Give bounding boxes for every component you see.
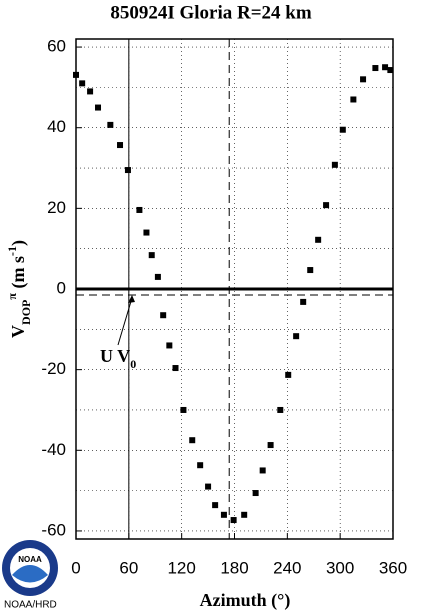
y-tick-label: 40 (47, 117, 66, 136)
data-point (205, 483, 212, 490)
y-tick-label: 60 (47, 37, 66, 56)
data-point (293, 333, 300, 340)
data-point (323, 202, 330, 209)
label-part: -1 (5, 246, 19, 256)
x-axis-label: Azimuth (°) (200, 590, 291, 611)
data-point (387, 67, 394, 74)
chart-title: 850924I Gloria R=24 km (110, 2, 312, 23)
data-point (350, 96, 357, 103)
logo-text: NOAA (18, 555, 42, 564)
label-part: π (5, 293, 19, 300)
footer: NOAA/HRD (4, 600, 57, 611)
data-point (300, 298, 307, 305)
data-point (148, 252, 155, 259)
data-point (267, 442, 274, 449)
data-point (307, 267, 314, 274)
label-part: (m s (8, 256, 29, 293)
x-tick-label: 120 (167, 558, 195, 577)
noaa-logo: NOAA (2, 540, 58, 596)
data-point (166, 342, 173, 349)
data-point (277, 406, 284, 413)
label-part: U V (100, 346, 130, 366)
label-part: DOP (19, 300, 33, 325)
data-point (252, 490, 259, 497)
label-part: ) (8, 240, 29, 246)
x-tick-label: 300 (326, 558, 354, 577)
label-part: V (8, 325, 28, 338)
data-point (160, 312, 167, 319)
x-tick-label: 360 (379, 558, 407, 577)
data-point (180, 406, 187, 413)
data-point (382, 64, 389, 71)
data-point (79, 80, 86, 87)
data-point (241, 511, 248, 518)
data-point (172, 365, 179, 372)
data-point (315, 236, 322, 243)
annotation: U V0 (100, 346, 136, 371)
x-tick-label: 240 (273, 558, 301, 577)
data-point (212, 502, 219, 509)
data-point (73, 71, 79, 78)
data-point (197, 462, 204, 469)
arrow-head (128, 295, 135, 303)
data-point (259, 467, 266, 474)
logo-wave (12, 565, 48, 583)
data-point (220, 511, 227, 518)
data-point (87, 88, 94, 95)
y-tick-label: -40 (41, 440, 66, 459)
data-point (136, 206, 143, 213)
x-tick-label: 180 (220, 558, 248, 577)
data-point (339, 126, 346, 133)
data-point (331, 161, 338, 168)
data-point (117, 142, 124, 149)
y-tick-label: -20 (41, 359, 66, 378)
y-tick-label: 0 (57, 278, 66, 297)
annotation-arrow (117, 297, 133, 346)
data-point (285, 371, 292, 378)
label-part: 0 (130, 357, 136, 371)
x-tick-label: 0 (71, 558, 80, 577)
data-point (143, 229, 150, 236)
data-point (107, 121, 114, 128)
data-point (154, 273, 161, 280)
x-tick-label: 60 (119, 558, 138, 577)
data-point (230, 517, 237, 524)
plot-frame (75, 38, 394, 540)
y-axis-label: VDOPπ (m s-1) (5, 240, 33, 338)
y-tick-label: -60 (41, 520, 66, 539)
data-point (189, 437, 196, 444)
data-point (360, 76, 367, 83)
data-point (95, 104, 102, 111)
y-tick-label: 20 (47, 198, 66, 217)
data-point (372, 65, 379, 72)
data-point (124, 167, 131, 174)
